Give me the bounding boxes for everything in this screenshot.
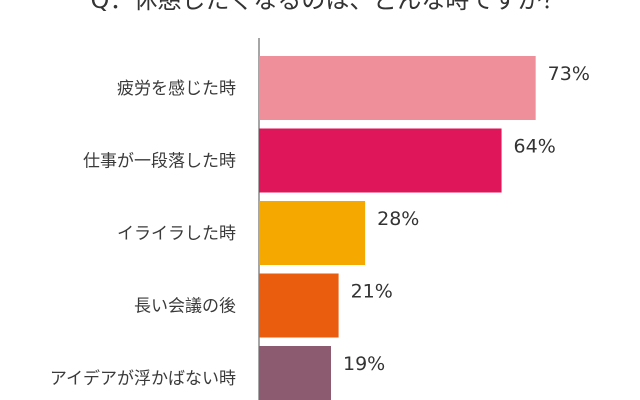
- bar: [259, 346, 332, 400]
- bar: [259, 273, 339, 338]
- category-label: 長い会議の後: [134, 297, 236, 317]
- bar: [259, 128, 502, 193]
- value-label: 28%: [377, 208, 419, 230]
- value-label: 64%: [514, 136, 556, 158]
- category-label: アイデアが浮かばない時: [50, 368, 236, 389]
- chart-title: Q：休憩したくなるのは、どんな時ですか？: [91, 0, 566, 14]
- bars-group: 疲労を感じた時 73% 仕事が一段落した時 64% イライラした時 28% 長い会議の後 21…: [50, 56, 590, 400]
- category-label: 仕事が一段落した時: [83, 152, 236, 172]
- category-label: イライラした時: [117, 224, 236, 244]
- bar: [259, 201, 366, 265]
- category-label: 疲労を感じた時: [117, 79, 236, 99]
- bar: [259, 56, 536, 120]
- value-label: 19%: [343, 353, 385, 375]
- value-label: 73%: [548, 63, 590, 85]
- value-label: 21%: [351, 281, 393, 303]
